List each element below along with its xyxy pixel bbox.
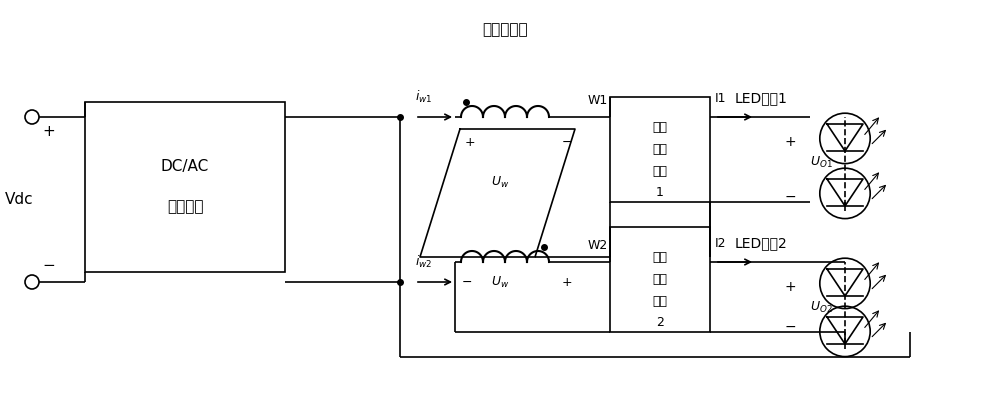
Text: +: + bbox=[42, 125, 55, 140]
Text: 变换电路: 变换电路 bbox=[167, 199, 203, 214]
Text: $U_{O2}$: $U_{O2}$ bbox=[810, 299, 833, 314]
Text: I2: I2 bbox=[715, 237, 726, 250]
Text: −: − bbox=[784, 320, 796, 334]
Bar bbox=[610, 97, 710, 202]
Text: 电路: 电路 bbox=[652, 165, 668, 178]
Text: 整流: 整流 bbox=[652, 121, 668, 134]
Bar bbox=[85, 102, 285, 272]
Text: DC/AC: DC/AC bbox=[161, 159, 209, 174]
Text: W1: W1 bbox=[588, 94, 608, 107]
Text: +: + bbox=[562, 276, 573, 289]
Bar bbox=[610, 227, 710, 332]
Text: −: − bbox=[42, 258, 55, 272]
Text: 2: 2 bbox=[656, 316, 664, 329]
Text: +: + bbox=[784, 280, 796, 294]
Text: 滤波: 滤波 bbox=[652, 143, 668, 156]
Text: W2: W2 bbox=[588, 239, 608, 252]
Text: −: − bbox=[462, 276, 473, 289]
Text: I1: I1 bbox=[715, 92, 726, 105]
Text: 1: 1 bbox=[656, 186, 664, 199]
Text: −: − bbox=[784, 190, 796, 204]
Text: Vdc: Vdc bbox=[5, 193, 34, 208]
Text: +: + bbox=[784, 135, 796, 149]
Text: $U_w$: $U_w$ bbox=[491, 274, 509, 289]
Text: 电路: 电路 bbox=[652, 295, 668, 308]
Text: $U_{O1}$: $U_{O1}$ bbox=[810, 154, 833, 170]
Text: $i_{w1}$: $i_{w1}$ bbox=[415, 89, 432, 105]
Text: 均流变压器: 均流变压器 bbox=[482, 22, 528, 37]
Text: 整流: 整流 bbox=[652, 251, 668, 264]
Text: −: − bbox=[562, 136, 572, 148]
Text: $i_{w2}$: $i_{w2}$ bbox=[415, 254, 432, 270]
Text: $U_w$: $U_w$ bbox=[491, 174, 509, 190]
Text: 滤波: 滤波 bbox=[652, 273, 668, 286]
Text: +: + bbox=[465, 136, 476, 148]
Text: LED负载2: LED负载2 bbox=[735, 236, 788, 250]
Text: LED负载1: LED负载1 bbox=[735, 91, 788, 105]
